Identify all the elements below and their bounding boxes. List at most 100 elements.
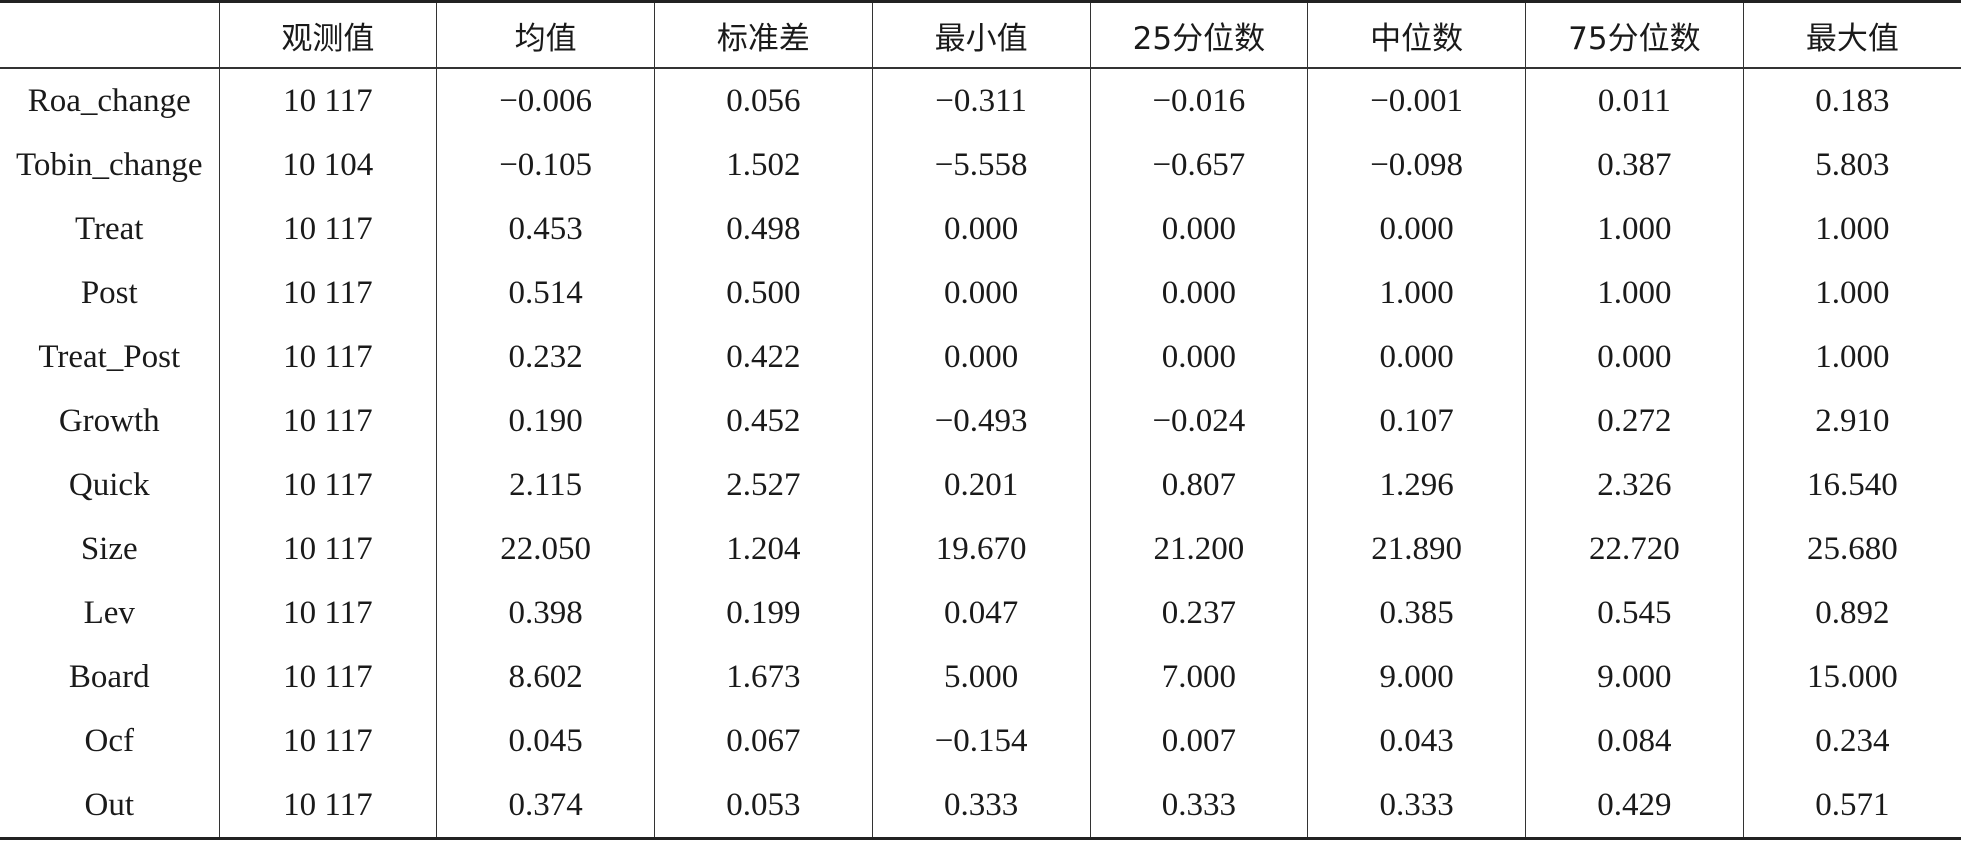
table-cell: 21.200 [1089, 517, 1308, 581]
table-row: Board 10 117 8.602 1.673 5.000 7.000 9.000 9.00… [0, 645, 1961, 709]
table-cell: 0.000 [871, 197, 1090, 261]
column-header: 标准差 [654, 1, 873, 69]
row-label: Board [68, 658, 150, 695]
table-cell: 0.000 [1089, 325, 1308, 389]
column-header: 最大值 [1742, 1, 1961, 69]
table-cell: 10 104 [218, 133, 437, 197]
table-cell: −0.105 [436, 133, 655, 197]
table-row: Ocf 10 117 0.045 0.067 −0.154 0.007 0.043 0.084… [0, 709, 1961, 773]
table-cell: 0.000 [1307, 325, 1526, 389]
table-cell: 10 117 [218, 709, 437, 773]
table-cell: 10 117 [218, 389, 437, 453]
table-cell: −0.493 [871, 389, 1090, 453]
table-row: Tobin_change 10 104 −0.105 1.502 −5.558 −0.65… [0, 133, 1961, 197]
table-body: Roa_change 10 117 −0.006 0.056 −0.311 −0.016−… [0, 68, 1961, 839]
table-cell: 7.000 [1089, 645, 1308, 709]
table-cell: 0.398 [436, 581, 655, 645]
table-cell: 25.680 [1742, 517, 1961, 581]
table-cell: −5.558 [871, 133, 1090, 197]
table-cell: 0.374 [436, 773, 655, 839]
table-row: Size 10 117 22.050 1.204 19.670 21.200 21.890 2… [0, 517, 1961, 581]
column-header: 均值 [436, 1, 655, 69]
table-row: Roa_change 10 117 −0.006 0.056 −0.311 −0.016−… [0, 68, 1961, 133]
row-label: Roa_change [27, 82, 191, 119]
row-label: Post [80, 274, 138, 311]
table-cell: 0.190 [436, 389, 655, 453]
table-cell: −0.001 [1307, 68, 1526, 133]
table-cell: 8.602 [436, 645, 655, 709]
table-cell: 0.056 [654, 68, 873, 133]
table-cell: 0.545 [1525, 581, 1744, 645]
column-header: 25分位数 [1089, 1, 1308, 69]
table-row: Lev 10 117 0.398 0.199 0.047 0.237 0.385 0.545 0… [0, 581, 1961, 645]
table-cell: 2.326 [1525, 453, 1744, 517]
table-cell: 0.067 [654, 709, 873, 773]
table-cell: 5.000 [871, 645, 1090, 709]
table-cell: 0.385 [1307, 581, 1526, 645]
table-cell: 1.000 [1742, 325, 1961, 389]
table-cell: 1.000 [1307, 261, 1526, 325]
table-cell: 9.000 [1307, 645, 1526, 709]
table-cell: 5.803 [1742, 133, 1961, 197]
table-cell: 0.011 [1525, 68, 1744, 133]
table-cell: −0.657 [1089, 133, 1308, 197]
table-cell: 10 117 [218, 197, 437, 261]
table-cell: 1.673 [654, 645, 873, 709]
row-label: Quick [68, 466, 150, 503]
table-cell: 0.333 [1089, 773, 1308, 839]
table-cell: 16.540 [1742, 453, 1961, 517]
row-label: Ocf [84, 722, 134, 759]
table-cell: 10 117 [218, 773, 437, 839]
table-cell: 10 117 [218, 645, 437, 709]
row-label: Out [84, 786, 135, 823]
row-label: Treat [75, 210, 144, 247]
table-cell: 0.000 [871, 261, 1090, 325]
row-label: Growth [58, 402, 160, 439]
column-header: 75分位数 [1525, 1, 1744, 69]
table-cell: −0.006 [436, 68, 655, 133]
table-cell: 22.720 [1525, 517, 1744, 581]
table-cell: 1.000 [1525, 197, 1744, 261]
table-cell: 0.045 [436, 709, 655, 773]
table-cell: 1.000 [1742, 261, 1961, 325]
table-cell: 0.500 [654, 261, 873, 325]
table-cell: 0.234 [1742, 709, 1961, 773]
table-row: Post 10 117 0.514 0.500 0.000 0.000 1.000 1.000… [0, 261, 1961, 325]
table-cell: 10 117 [218, 68, 437, 133]
table-cell: 0.237 [1089, 581, 1308, 645]
header-row: 观测值 均值 标准差 最小值 25分位数 中位数 75分位数 最大值 [0, 1, 1961, 69]
table-cell: 1.502 [654, 133, 873, 197]
table-row: Growth 10 117 0.190 0.452 −0.493 −0.024 0.107 0… [0, 389, 1961, 453]
table-cell: 0.571 [1742, 773, 1961, 839]
column-header: 中位数 [1307, 1, 1526, 69]
table-cell: −0.154 [871, 709, 1090, 773]
table-cell: 1.296 [1307, 453, 1526, 517]
table-cell: 10 117 [218, 581, 437, 645]
table-cell: 0.422 [654, 325, 873, 389]
table-cell: 0.452 [654, 389, 873, 453]
table-cell: 10 117 [218, 453, 437, 517]
table-cell: 0.514 [436, 261, 655, 325]
table-cell: 0.807 [1089, 453, 1308, 517]
table-cell: −0.024 [1089, 389, 1308, 453]
table-cell: 0.000 [1307, 197, 1526, 261]
table-cell: 0.084 [1525, 709, 1744, 773]
row-label: Tobin_change [16, 146, 203, 183]
table-cell: 0.232 [436, 325, 655, 389]
table-row: Quick 10 117 2.115 2.527 0.201 0.807 1.296 2.32… [0, 453, 1961, 517]
table-cell: 0.053 [654, 773, 873, 839]
table-cell: −0.311 [871, 68, 1090, 133]
table-cell: 0.498 [654, 197, 873, 261]
table-cell: 0.453 [436, 197, 655, 261]
table-cell: 22.050 [436, 517, 655, 581]
table-cell: 0.272 [1525, 389, 1744, 453]
table-cell: 21.890 [1307, 517, 1526, 581]
table-cell: 0.107 [1307, 389, 1526, 453]
table-cell: 0.000 [1089, 197, 1308, 261]
table-cell: 2.115 [436, 453, 655, 517]
row-label: Size [80, 530, 138, 567]
table-cell: 1.000 [1742, 197, 1961, 261]
table-cell: 0.387 [1525, 133, 1744, 197]
